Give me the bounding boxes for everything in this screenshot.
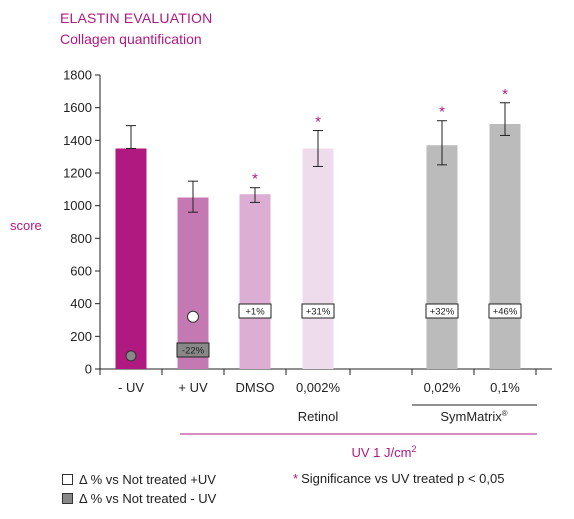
y-axis-label: score	[10, 218, 42, 233]
significance-star: *	[252, 171, 258, 188]
change-badge-label: +31%	[306, 307, 331, 318]
change-badge-label: +32%	[430, 307, 455, 318]
x-tick-label: 0,002%	[296, 380, 341, 395]
superscript-2: 2	[411, 444, 416, 454]
change-badge-box	[176, 342, 210, 358]
y-tick-label: 200	[70, 329, 92, 344]
white-circle-marker	[187, 310, 199, 323]
group-label-uv: UV 1 J/cm2	[352, 444, 417, 460]
x-tick-label: 0,1%	[490, 380, 520, 395]
bar-5	[489, 124, 521, 369]
bar-2	[239, 194, 271, 369]
y-tick-label: 0	[85, 362, 92, 377]
significance-star: *	[315, 114, 321, 131]
legend-swatch-white	[62, 474, 73, 485]
change-badge-label: -22%	[182, 346, 205, 357]
y-tick-label: 400	[70, 296, 92, 311]
x-tick-label: - UV	[118, 380, 144, 395]
significance-star-icon: *	[293, 471, 299, 486]
y-tick-label: 1200	[63, 166, 92, 181]
x-tick-label: 0,02%	[424, 380, 461, 395]
change-badge-label: +1%	[245, 307, 265, 318]
legend-label-grey: Δ % vs Not treated - UV	[79, 491, 217, 506]
bar-0	[115, 148, 147, 369]
x-tick-label: DMSO	[236, 380, 275, 395]
change-badge-box	[238, 303, 272, 319]
registered-mark: ®	[502, 409, 508, 418]
legend-label-white: Δ % vs Not treated +UV	[79, 472, 216, 487]
y-tick-label: 1000	[63, 198, 92, 213]
change-badge-label: +46%	[493, 307, 518, 318]
significance-note: * Significance vs UV treated p < 0,05	[293, 471, 505, 486]
legend-item-white: Δ % vs Not treated +UV	[62, 470, 216, 489]
y-tick-label: 1400	[63, 133, 92, 148]
group-label-symmatrix: SymMatrix®	[440, 409, 507, 424]
change-badge-box	[301, 303, 335, 319]
legend-swatch-grey	[62, 493, 73, 504]
legend: Δ % vs Not treated +UV Δ % vs Not treate…	[62, 470, 216, 508]
bar-3	[302, 148, 334, 369]
significance-star: *	[439, 104, 445, 121]
legend-item-grey: Δ % vs Not treated - UV	[62, 489, 216, 508]
y-tick-label: 1600	[63, 100, 92, 115]
grey-circle-marker	[125, 350, 137, 362]
bar-4	[426, 145, 458, 369]
change-badge-box	[425, 303, 459, 319]
change-badge-box	[488, 303, 522, 319]
group-label-retinol: Retinol	[298, 409, 339, 424]
x-tick-label: + UV	[178, 380, 208, 395]
y-tick-label: 600	[70, 264, 92, 279]
bar-1	[177, 197, 209, 369]
chart-subtitle: Collagen quantification	[60, 31, 202, 47]
chart-title: ELASTIN EVALUATION	[60, 10, 213, 26]
significance-text: Significance vs UV treated p < 0,05	[301, 471, 505, 486]
y-tick-label: 1800	[63, 68, 92, 83]
significance-star: *	[502, 86, 508, 103]
y-tick-label: 800	[70, 231, 92, 246]
